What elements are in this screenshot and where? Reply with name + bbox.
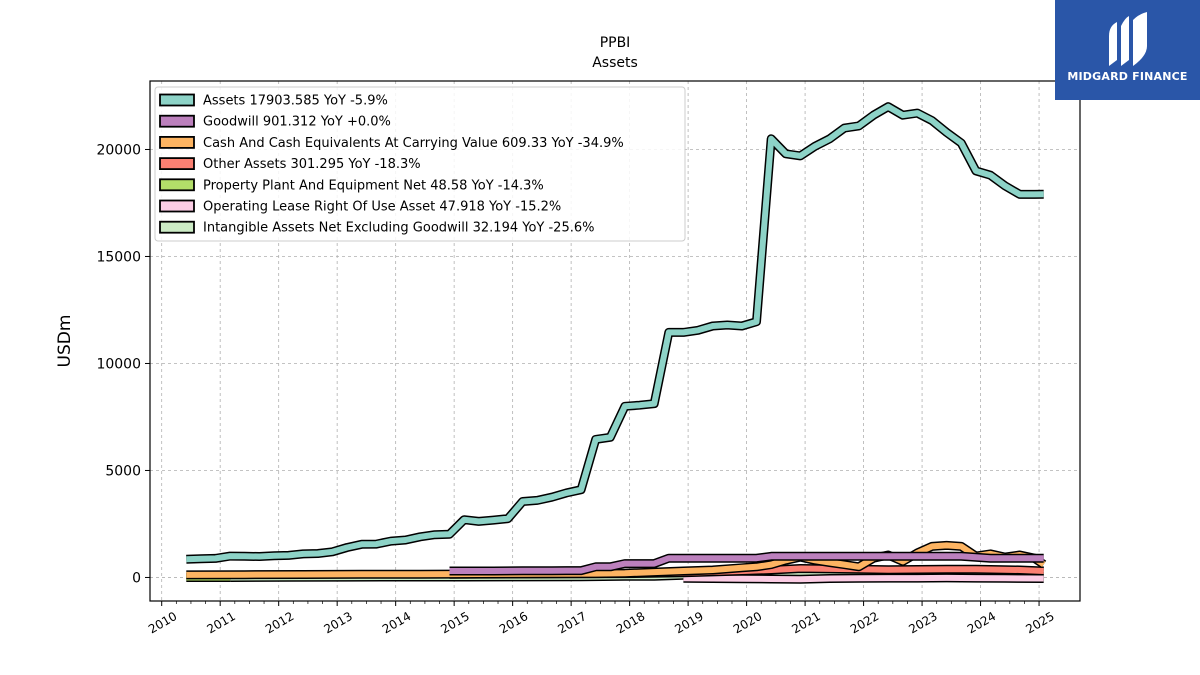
legend-label: Other Assets 301.295 YoY -18.3% [203,157,421,172]
x-axis-ticks: 2010 2011 2012 2013 2014 2015 2016 2017 2018 2019… [146,601,1057,636]
y-axis-ticks: 0 5000 10000 15000 20000 [96,142,150,586]
x-tick-label: 2020 [731,609,764,636]
legend-label: Cash And Cash Equivalents At Carrying Va… [203,136,624,151]
x-tick-label: 2014 [380,609,413,636]
legend-swatch [159,199,195,213]
brand-logo: MIDGARD FINANCE [1055,0,1200,100]
x-tick-label: 2016 [497,609,530,636]
legend-label: Assets 17903.585 YoY -5.9% [203,94,388,109]
chart-title: PPBI [600,35,631,51]
y-tick-label: 15000 [96,249,141,265]
x-tick-label: 2024 [965,609,998,636]
legend-box [154,86,686,242]
x-tick-label: 2011 [204,609,237,636]
x-tick-label: 2021 [789,609,822,636]
legend-label: Operating Lease Right Of Use Asset 47.91… [203,200,561,215]
x-tick-label: 2019 [672,609,705,636]
legend-label: Goodwill 901.312 YoY +0.0% [203,115,391,130]
x-tick-label: 2013 [321,609,354,636]
y-tick-label: 5000 [105,463,141,479]
x-tick-label: 2025 [1023,609,1056,636]
y-axis-label: USDm [55,315,75,368]
series-line-assets [186,103,1044,563]
series-line-goodwill [449,553,1044,574]
legend-swatch [159,178,195,192]
chart-subtitle: Assets [592,55,638,71]
x-tick-label: 2010 [146,609,179,636]
x-tick-label: 2015 [438,609,471,636]
midgard-logo-icon [1109,12,1147,66]
y-tick-label: 10000 [96,356,141,372]
series-lines [186,102,1047,584]
x-tick-label: 2018 [614,609,647,636]
legend-swatch [159,157,195,171]
legend-label: Intangible Assets Net Excluding Goodwill… [203,221,594,236]
brand-name: MIDGARD FINANCE [1067,70,1188,83]
legend-swatch [159,93,195,107]
plot-frame [149,80,1081,602]
legend-label: Property Plant And Equipment Net 48.58 Y… [203,178,544,193]
x-tick-label: 2023 [906,609,939,636]
y-tick-label: 20000 [96,142,141,158]
x-tick-label: 2012 [263,609,296,636]
legend-swatch [159,135,195,149]
y-tick-label: 0 [132,570,141,586]
x-tick-label: 2017 [555,609,588,636]
series-line-operating-lease-right-of-use-asset [683,574,1044,583]
x-tick-label: 2022 [848,609,881,636]
legend: Assets 17903.585 YoY -5.9% Goodwill 901.3… [154,86,686,242]
legend-swatch [159,220,195,234]
legend-swatch [159,114,195,128]
